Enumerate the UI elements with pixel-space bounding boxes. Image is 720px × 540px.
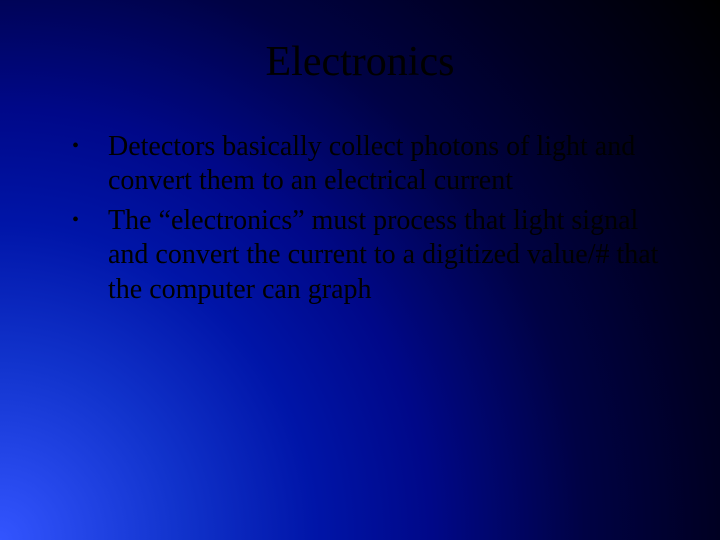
list-item: Detectors basically collect photons of l…: [58, 130, 680, 198]
list-item: The “electronics” must process that ligh…: [58, 204, 680, 306]
bullet-list: Detectors basically collect photons of l…: [58, 130, 680, 307]
slide: Electronics Detectors basically collect …: [0, 0, 720, 540]
slide-body: Detectors basically collect photons of l…: [58, 130, 680, 313]
slide-title: Electronics: [0, 38, 720, 86]
